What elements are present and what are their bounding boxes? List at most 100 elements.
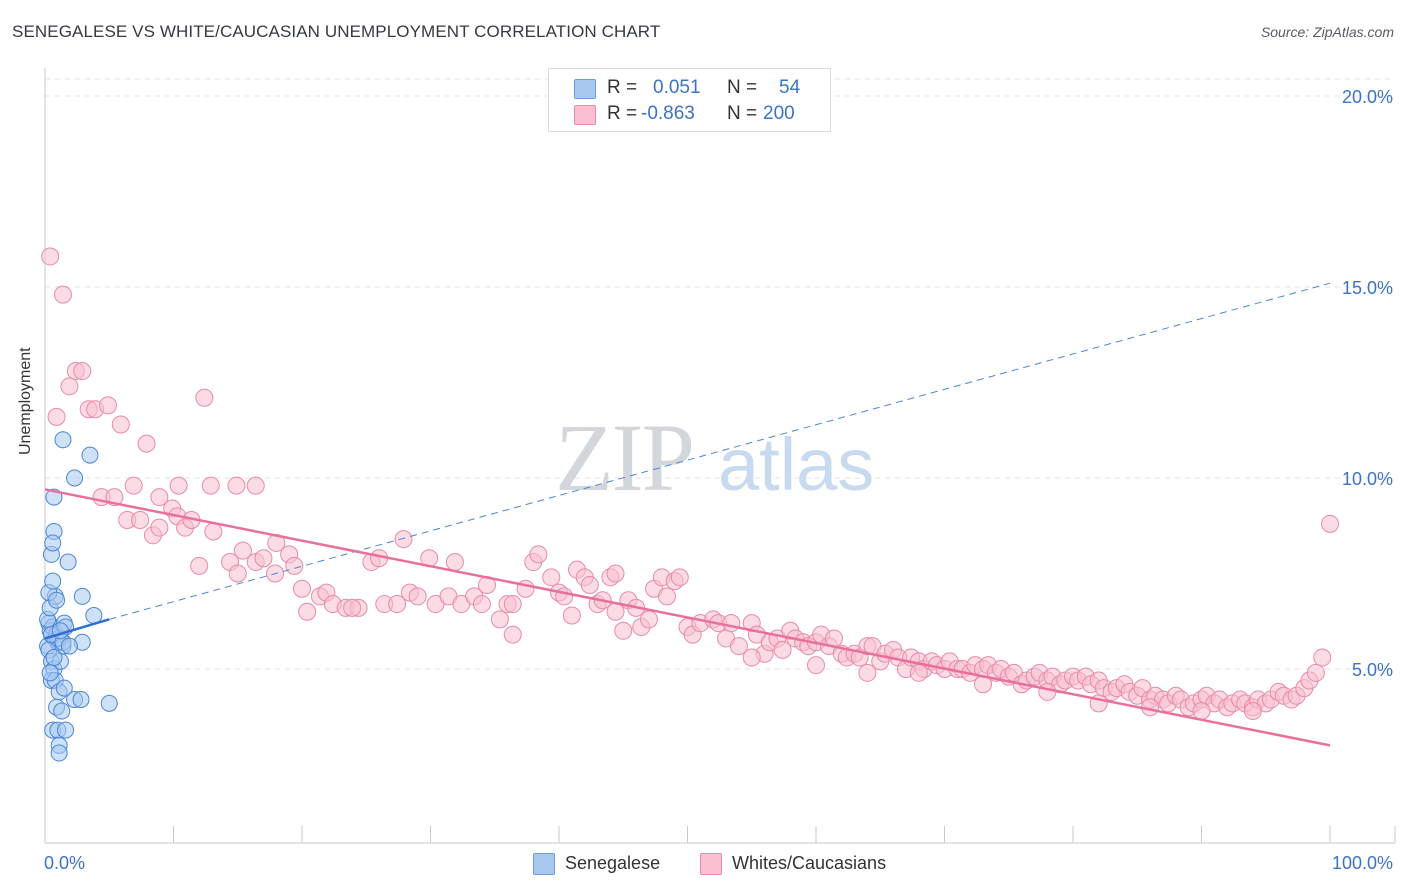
data-point-whites	[722, 614, 741, 633]
data-point-whites	[227, 476, 246, 495]
data-point-whites	[254, 549, 273, 568]
source-label: Source: ZipAtlas.com	[1260, 24, 1394, 40]
data-point-senegalese	[53, 702, 71, 720]
data-point-whites	[529, 545, 548, 564]
data-point-whites	[41, 247, 60, 266]
data-point-whites	[131, 511, 150, 530]
legend-r-label: R =	[607, 77, 638, 98]
y-tick-label: 10.0%	[1342, 469, 1393, 489]
data-point-whites	[742, 648, 761, 667]
senegalese-points	[39, 431, 118, 762]
data-point-senegalese	[57, 721, 75, 739]
data-point-whites	[542, 568, 561, 587]
data-point-whites	[150, 488, 169, 507]
data-point-whites	[73, 362, 92, 381]
data-point-senegalese	[41, 664, 59, 682]
data-point-senegalese	[48, 591, 66, 609]
chart-title: SENEGALESE VS WHITE/CAUCASIAN UNEMPLOYME…	[12, 22, 661, 41]
data-point-whites	[1038, 682, 1057, 701]
legend-swatch-senegalese	[574, 79, 596, 99]
data-point-whites	[47, 407, 66, 426]
data-point-whites	[169, 476, 188, 495]
data-point-whites	[503, 595, 522, 614]
data-point-whites	[201, 476, 220, 495]
data-point-whites	[562, 606, 581, 625]
data-point-whites	[137, 434, 156, 453]
data-point-whites	[190, 556, 209, 575]
grid-lines	[45, 78, 1395, 670]
data-point-senegalese	[50, 744, 68, 762]
legend: R = 0.051 N = 54 R = -0.863 N = 200	[548, 68, 831, 132]
data-point-whites	[606, 564, 625, 583]
data-point-whites	[293, 579, 311, 598]
data-point-whites	[490, 610, 509, 629]
data-point-whites	[60, 377, 79, 396]
data-point-whites	[233, 541, 252, 560]
bottom-legend-whites: Whites/Caucasians	[700, 852, 920, 876]
data-point-whites	[639, 610, 658, 629]
legend-r-value: 0.051	[653, 77, 701, 98]
x-tick-label: 0.0%	[44, 853, 85, 873]
data-point-whites	[445, 553, 464, 572]
data-point-whites	[298, 602, 317, 621]
data-point-senegalese	[60, 637, 78, 655]
data-point-whites	[111, 415, 130, 434]
data-point-senegalese	[81, 446, 99, 464]
trend-line-senegalese	[44, 618, 110, 640]
data-point-whites	[580, 575, 599, 594]
data-point-senegalese	[66, 469, 84, 487]
legend-n-label: N =	[727, 77, 758, 98]
bottom-legend-label: Whites/Caucasians	[732, 853, 887, 873]
data-point-whites	[1243, 702, 1262, 721]
data-point-whites	[228, 564, 247, 583]
data-point-senegalese	[44, 534, 62, 552]
data-point-whites	[1192, 702, 1211, 721]
data-point-whites	[394, 530, 413, 549]
data-point-whites	[909, 663, 928, 682]
data-point-whites	[388, 595, 407, 614]
data-point-senegalese	[59, 553, 77, 571]
data-point-whites	[670, 568, 689, 587]
legend-row-senegalese: R = 0.051 N = 54	[549, 75, 830, 101]
data-point-whites	[1306, 663, 1325, 682]
watermark: ZIP atlas	[555, 404, 874, 511]
watermark-atlas: atlas	[718, 423, 874, 506]
legend-n-label: N =	[727, 103, 758, 124]
y-tick-label: 5.0%	[1352, 660, 1393, 680]
y-axis-label: Unemployment	[17, 347, 34, 455]
data-point-whites	[124, 476, 143, 495]
data-point-senegalese	[54, 431, 72, 449]
data-point-whites	[657, 587, 676, 606]
data-point-whites	[729, 637, 748, 656]
data-point-whites	[472, 595, 491, 614]
data-point-whites	[150, 518, 169, 537]
data-point-whites	[503, 625, 522, 644]
data-point-senegalese	[100, 694, 118, 712]
data-point-whites	[614, 621, 633, 640]
data-point-whites	[343, 598, 362, 617]
data-point-whites	[285, 556, 304, 575]
legend-row-whites: R = -0.863 N = 200	[549, 101, 830, 127]
data-point-senegalese	[45, 649, 63, 667]
data-point-senegalese	[73, 587, 91, 605]
legend-swatch-whites	[574, 105, 596, 125]
data-point-whites	[204, 522, 223, 541]
data-point-whites	[195, 388, 214, 407]
tick-labels: 5.0% 10.0% 15.0% 20.0% 0.0% 100.0%	[44, 87, 1393, 873]
legend-n-value: 54	[779, 77, 801, 98]
data-point-whites	[773, 640, 792, 659]
bottom-legend-swatch-senegalese	[533, 853, 555, 875]
data-point-whites	[1313, 648, 1332, 667]
data-point-whites	[1321, 514, 1339, 533]
bottom-legend-swatch-whites	[700, 853, 722, 875]
y-tick-label: 15.0%	[1342, 278, 1393, 298]
data-point-whites	[858, 663, 877, 682]
legend-n-value: 200	[763, 103, 795, 124]
x-tick-label: 100.0%	[1332, 853, 1393, 873]
data-point-whites	[408, 587, 427, 606]
trend-line-whites	[44, 488, 1331, 747]
data-point-whites	[246, 476, 265, 495]
y-tick-label: 20.0%	[1342, 87, 1393, 107]
axes	[44, 68, 1396, 844]
